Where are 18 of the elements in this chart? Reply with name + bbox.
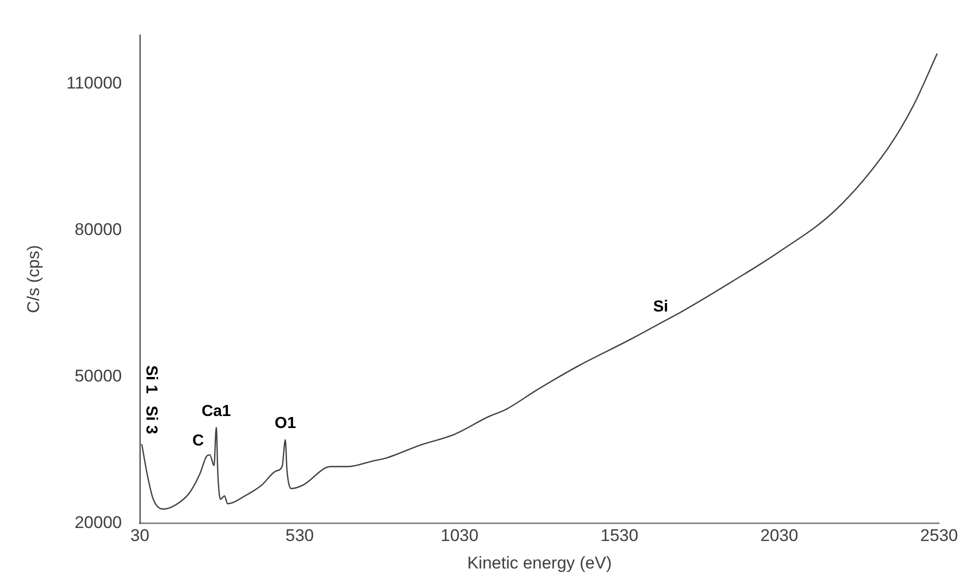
x-tick-label: 530 [286, 526, 314, 546]
x-tick-label: 1530 [600, 526, 638, 546]
x-tick-label: 1030 [440, 526, 478, 546]
y-tick-label: 50000 [74, 366, 122, 386]
y-tick-label: 80000 [74, 220, 122, 239]
annotation: Si 1 [142, 365, 160, 394]
y-tick-label: 20000 [74, 512, 122, 532]
y-tick-label: 110000 [66, 74, 122, 93]
y-axis-title: C/s (cps) [24, 245, 43, 314]
annotation: O1 [274, 415, 296, 432]
annotation: Ca1 [202, 402, 232, 420]
x-tick-label: 2030 [760, 526, 798, 546]
annotation: C [192, 432, 204, 450]
x-tick-label: 30 [130, 526, 150, 546]
x-axis-title: Kinetic energy (eV) [467, 553, 612, 572]
annotation: Si [653, 298, 668, 316]
x-tick-label: 2530 [920, 526, 958, 546]
annotation: Si 3 [142, 406, 160, 434]
